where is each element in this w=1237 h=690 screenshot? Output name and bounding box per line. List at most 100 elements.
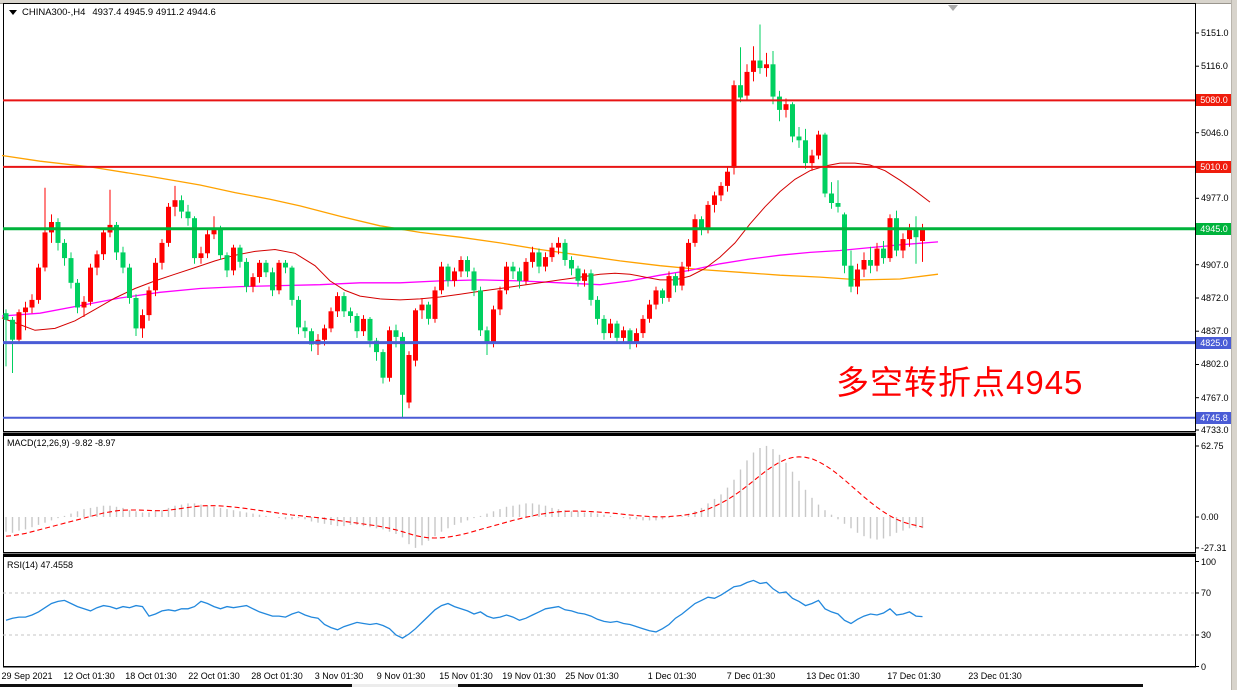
date-label: 28 Oct 01:30 [251, 671, 303, 681]
candle-body [621, 330, 626, 338]
candle-body [673, 276, 678, 286]
candle-body [770, 64, 776, 97]
candle-body [718, 185, 724, 196]
candle-body [510, 266, 516, 272]
quote-values: 4937.4 4945.9 4911.2 4944.6 [92, 7, 216, 18]
date-label: 1 Dec 01:30 [647, 671, 697, 681]
candle-body [549, 247, 555, 258]
candle-body [445, 266, 451, 281]
price-tick-label: 4977.0 [1201, 193, 1229, 204]
candle-body [153, 262, 158, 291]
price-tick-label: 4837.0 [1201, 326, 1229, 337]
price-badge-4945.0: 4945.0 [1196, 222, 1232, 235]
symbol-dropdown-icon[interactable] [9, 10, 17, 15]
candle-body [803, 140, 808, 164]
date-label: 29 Sep 2021 [1, 671, 53, 681]
candle-body [263, 262, 269, 273]
scrollbar-segment[interactable] [0, 684, 352, 687]
candle-body [744, 71, 750, 96]
candle-body [829, 193, 834, 203]
candle-body [881, 248, 886, 259]
date-label: 23 Dec 01:30 [968, 671, 1022, 681]
candle-body [81, 301, 87, 308]
candle-body [250, 277, 256, 287]
candle-body [699, 219, 704, 229]
candle-body [777, 96, 782, 110]
candle-body [608, 323, 613, 334]
ma-magenta-line [1, 241, 939, 317]
candle-body [835, 203, 841, 207]
candle-body [198, 253, 204, 258]
date-label: 18 Oct 01:30 [125, 671, 177, 681]
candle-body [276, 262, 282, 291]
ma-red-line [1, 162, 931, 331]
candle-body [569, 260, 574, 269]
candle-body [692, 219, 698, 243]
candle-body [374, 340, 379, 353]
candle-body [172, 200, 178, 207]
candle-body [120, 252, 126, 268]
candle-body [861, 260, 867, 270]
candle-body [874, 248, 880, 266]
pane-border-0 [3, 3, 1196, 432]
candle-body [88, 267, 93, 302]
candle-body [75, 282, 80, 308]
candle-body [887, 218, 893, 259]
date-label: 19 Nov 01:30 [502, 671, 556, 681]
candle-body [913, 227, 919, 238]
candle-body [757, 60, 763, 69]
price-tick-label: 4733.0 [1201, 425, 1229, 435]
candle-body [822, 134, 828, 194]
price-badge-5010.0: 5010.0 [1196, 160, 1232, 173]
candle-body [159, 242, 165, 263]
candle-body [907, 227, 912, 240]
price-badge-5080.0: 5080.0 [1196, 94, 1232, 107]
candle-body [231, 247, 236, 271]
pane-border-1 [3, 435, 1196, 553]
candle-body [523, 261, 529, 281]
price-tick-label: 4802.0 [1201, 359, 1229, 370]
candle-body [309, 331, 314, 345]
candle-body [660, 290, 665, 298]
candle-body [783, 104, 789, 110]
candle-body [543, 257, 548, 267]
candle-body [504, 266, 509, 291]
candle-body [114, 224, 119, 253]
candle-body [10, 319, 15, 340]
candle-body [562, 242, 568, 260]
candle-body [29, 299, 35, 308]
candle-body [471, 271, 477, 291]
candle-body [588, 273, 594, 300]
macd-indicator-label: MACD(12,26,9) -9.82 -8.97 [7, 438, 116, 448]
macd-tick-label: 62.75 [1201, 441, 1224, 451]
candle-body [140, 315, 145, 329]
macd-tick-label: 0.00 [1201, 512, 1219, 522]
pane-separator [3, 553, 1196, 557]
candle-body [634, 333, 639, 343]
date-label: 22 Oct 01:30 [188, 671, 240, 681]
chart-shift-marker-icon[interactable] [948, 5, 958, 11]
candle-body [432, 290, 438, 319]
candle-body [614, 323, 620, 338]
candle-body [205, 234, 210, 254]
candle-body [380, 352, 386, 378]
candle-body [731, 85, 737, 168]
candle-body [244, 261, 249, 287]
candle-body [556, 242, 561, 248]
scrollbar-segment[interactable] [352, 684, 458, 687]
candle-body [296, 299, 301, 328]
candle-body [796, 136, 802, 141]
candle-body [920, 229, 925, 241]
candle-body [465, 260, 470, 272]
scrollbar-segment[interactable] [458, 684, 1143, 687]
date-label: 13 Dec 01:30 [806, 671, 860, 681]
candle-body [23, 307, 28, 313]
candle-body [218, 227, 223, 256]
rsi-tick-label: 0 [1201, 661, 1207, 672]
candle-body [686, 242, 691, 267]
candle-body [289, 267, 295, 300]
candle-body [406, 355, 412, 403]
candle-body [68, 258, 74, 283]
